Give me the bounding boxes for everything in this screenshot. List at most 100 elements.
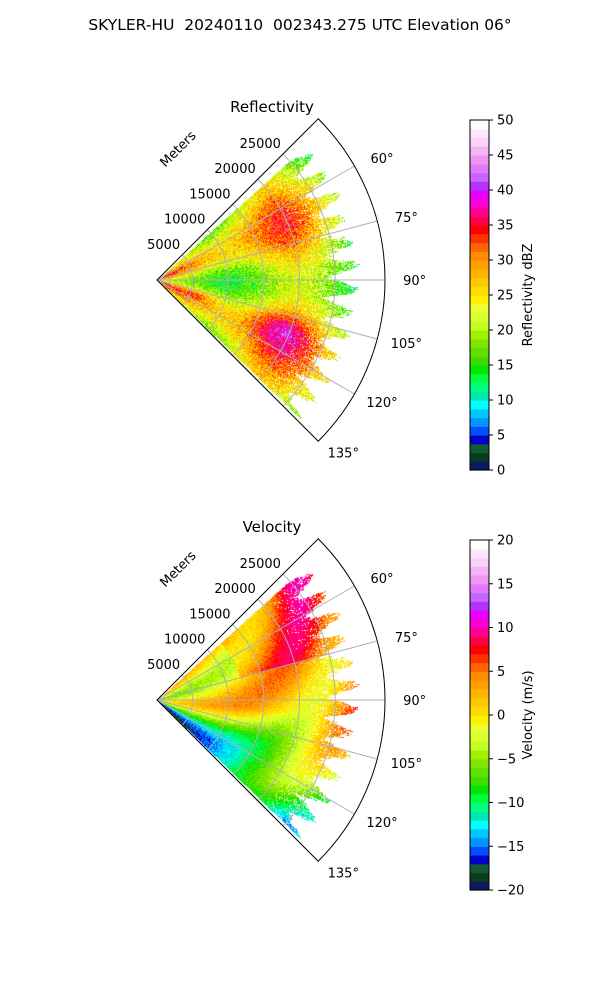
colorbar-swatch — [470, 653, 489, 664]
colorbar-swatch — [470, 758, 489, 769]
colorbar-swatch — [470, 365, 489, 375]
colorbar-swatch — [470, 776, 489, 786]
radial-tick-label: 15000 — [189, 187, 230, 202]
colorbar-swatch — [470, 452, 489, 462]
colorbar-swatch — [470, 732, 489, 742]
colorbar-tick-label: 0 — [497, 709, 505, 724]
sector-frame — [156, 118, 386, 442]
colorbar-swatch — [470, 225, 489, 235]
colorbar-swatch — [470, 128, 489, 139]
colorbar-swatch — [470, 645, 489, 655]
colorbar-swatch — [470, 566, 489, 576]
colorbar-swatch — [470, 846, 489, 856]
colorbar-swatch — [470, 837, 489, 847]
azimuth-tick-label: 105° — [391, 757, 422, 772]
radial-tick-label: 10000 — [164, 213, 205, 228]
azimuth-tick-label: 75° — [395, 211, 418, 226]
colorbar-tick-label: 30 — [497, 254, 514, 269]
colorbar-swatch — [470, 715, 489, 725]
colorbar-swatch — [470, 592, 489, 602]
azimuth-tick-label: 105° — [391, 337, 422, 352]
colorbar-tick-label: 50 — [497, 114, 514, 129]
colorbar-swatch — [470, 391, 489, 401]
radial-tick-label: 25000 — [240, 137, 281, 152]
colorbar-swatch — [470, 627, 489, 637]
azimuth-spoke — [156, 279, 378, 340]
colorbar-swatch — [470, 260, 489, 270]
colorbar-swatch — [470, 548, 489, 559]
colorbar-swatch — [470, 163, 489, 174]
colorbar-tick-label: 10 — [497, 621, 514, 636]
colorbar-swatch — [470, 767, 489, 777]
colorbar-swatch — [470, 811, 489, 821]
sector-frame — [156, 538, 386, 862]
colorbar-swatch — [470, 233, 489, 244]
radial-tick-label: 20000 — [214, 162, 255, 177]
colorbar-swatch — [470, 601, 489, 611]
radial-tick-label: 5000 — [147, 658, 180, 673]
colorbar-tick-label: 45 — [497, 149, 514, 164]
azimuth-tick-label: 120° — [366, 396, 397, 411]
azimuth-tick-label: 120° — [366, 816, 397, 831]
radial-tick-label: 25000 — [240, 557, 281, 572]
colorbar-reflectivity: 0 5 10 15 20 25 30 35 40 45 50 Reflectivity dBZ — [469, 114, 536, 479]
colorbar-tick-label: 0 — [497, 464, 505, 479]
colorbar-swatch — [470, 303, 489, 314]
azimuth-spoke — [156, 165, 355, 281]
colorbar-swatch — [470, 146, 489, 156]
colorbar-swatch — [470, 618, 489, 629]
colorbar-swatch — [470, 802, 489, 812]
colorbar-swatch — [470, 251, 489, 261]
colorbar-tick-label: 5 — [497, 429, 505, 444]
colorbar-swatch — [470, 286, 489, 296]
colorbar-swatch — [470, 662, 489, 672]
azimuth-spoke — [156, 699, 355, 815]
colorbar-tick-label: 35 — [497, 219, 514, 234]
colorbar-tick-label: 15 — [497, 359, 514, 374]
colorbar-tick-label: 5 — [497, 665, 505, 680]
colorbar-tick-label: 25 — [497, 289, 514, 304]
colorbar-swatch — [470, 540, 489, 550]
colorbar-tick-label: 20 — [497, 324, 514, 339]
colorbar-tick-label: −10 — [497, 796, 524, 811]
colorbar-swatch — [470, 330, 489, 340]
colorbar-swatch — [470, 408, 489, 419]
colorbar-swatch — [470, 216, 489, 226]
colorbar-swatch — [470, 312, 489, 322]
azimuth-tick-label: 90° — [403, 274, 426, 289]
colorbar-swatch — [470, 741, 489, 751]
azimuth-tick-label: 135° — [328, 866, 359, 881]
colorbar-swatch — [470, 417, 489, 427]
colorbar-tick-label: −15 — [497, 840, 524, 855]
colorbar-swatch — [470, 120, 489, 130]
colorbar-swatch — [470, 382, 489, 392]
colorbar-swatch — [470, 242, 489, 252]
colorbar-swatch — [470, 461, 489, 471]
colorbar-swatch — [470, 750, 489, 760]
colorbar-swatch — [470, 723, 489, 734]
azimuth-spoke — [156, 220, 378, 281]
colorbar-swatch — [470, 583, 489, 594]
figure-title: SKYLER-HU 20240110 002343.275 UTC Elevat… — [88, 16, 512, 34]
radial-tick-label: 15000 — [189, 607, 230, 622]
colorbar-swatch — [470, 443, 489, 454]
colorbar-swatch — [470, 321, 489, 331]
colorbar-label: Reflectivity dBZ — [521, 244, 536, 347]
colorbar-swatch — [470, 688, 489, 699]
colorbar-swatch — [470, 155, 489, 165]
colorbar-tick-label: 15 — [497, 577, 514, 592]
colorbar-tick-label: −20 — [497, 884, 524, 899]
colorbar-swatch — [470, 426, 489, 436]
colorbar-swatch — [470, 820, 489, 830]
colorbar-swatch — [470, 277, 489, 287]
azimuth-tick-label: 75° — [395, 631, 418, 646]
colorbar-swatch — [470, 855, 489, 865]
colorbar-tick-label: 20 — [497, 534, 514, 549]
colorbar-swatch — [470, 828, 489, 839]
azimuth-spoke — [156, 585, 355, 701]
colorbar-swatch — [470, 338, 489, 349]
colorbar-swatch — [470, 872, 489, 882]
colorbar-label: Velocity (m/s) — [521, 670, 536, 759]
colorbar-swatch — [470, 268, 489, 279]
